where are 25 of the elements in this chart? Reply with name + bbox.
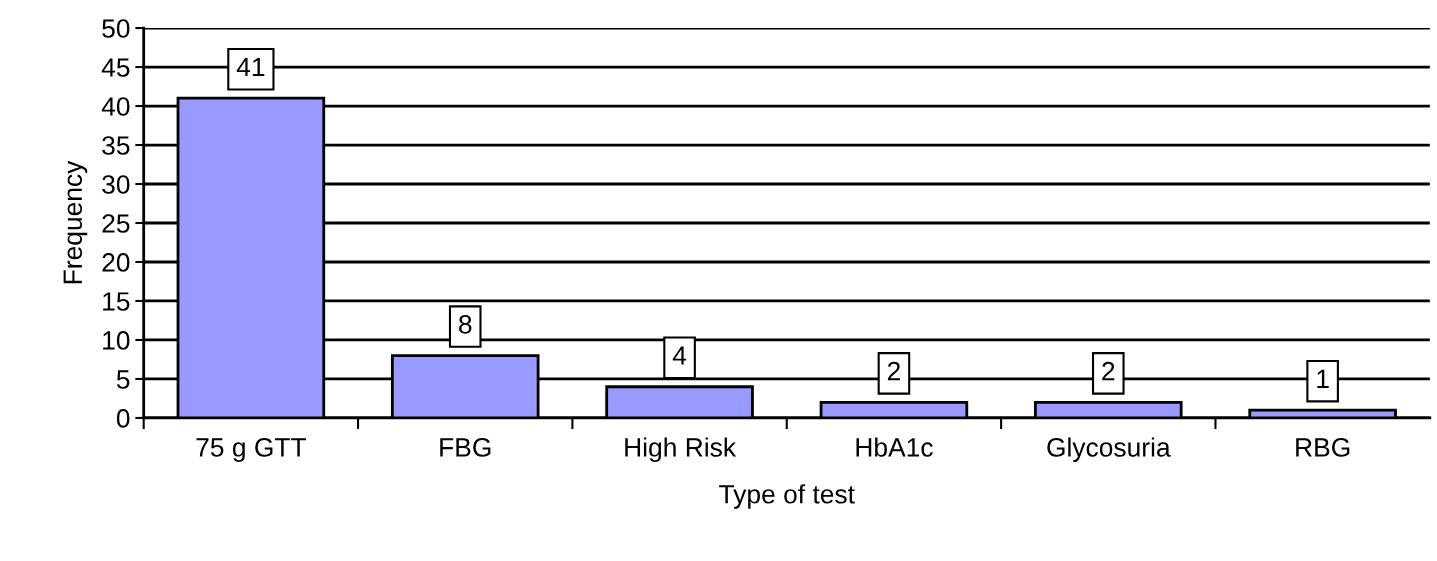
data-label: 1 [1317, 369, 1329, 388]
x-tick-label: Glycosuria [1047, 437, 1171, 462]
x-tick-label: High Risk [625, 437, 737, 462]
y-tick-label: 0 [116, 409, 130, 428]
y-tick-label: 25 [102, 214, 130, 233]
y-tick-label: 40 [101, 97, 130, 116]
y-tick-label: 10 [103, 331, 130, 350]
y-axis-title: Frequency [63, 160, 88, 284]
x-axis-title: Type of test [719, 484, 855, 509]
y-tick-label: 45 [101, 58, 130, 77]
y-tick-label: 20 [102, 253, 130, 272]
data-label: 2 [1102, 361, 1115, 381]
data-label: 41 [236, 57, 265, 77]
y-tick-label: 50 [102, 19, 130, 38]
y-tick-label: 30 [102, 175, 130, 194]
data-label: 2 [887, 361, 900, 381]
x-tick-label: 75 g GTT [196, 438, 307, 462]
y-tick-label: 35 [102, 136, 130, 155]
data-label: 8 [459, 314, 472, 334]
data-label: 4 [672, 346, 687, 365]
y-tick-label: 15 [103, 292, 130, 311]
y-tick-label: 5 [116, 370, 130, 389]
x-tick-label: HbA1c [856, 437, 933, 457]
x-tick-label: FBG [440, 438, 491, 457]
x-tick-label: RBG [1296, 438, 1350, 457]
